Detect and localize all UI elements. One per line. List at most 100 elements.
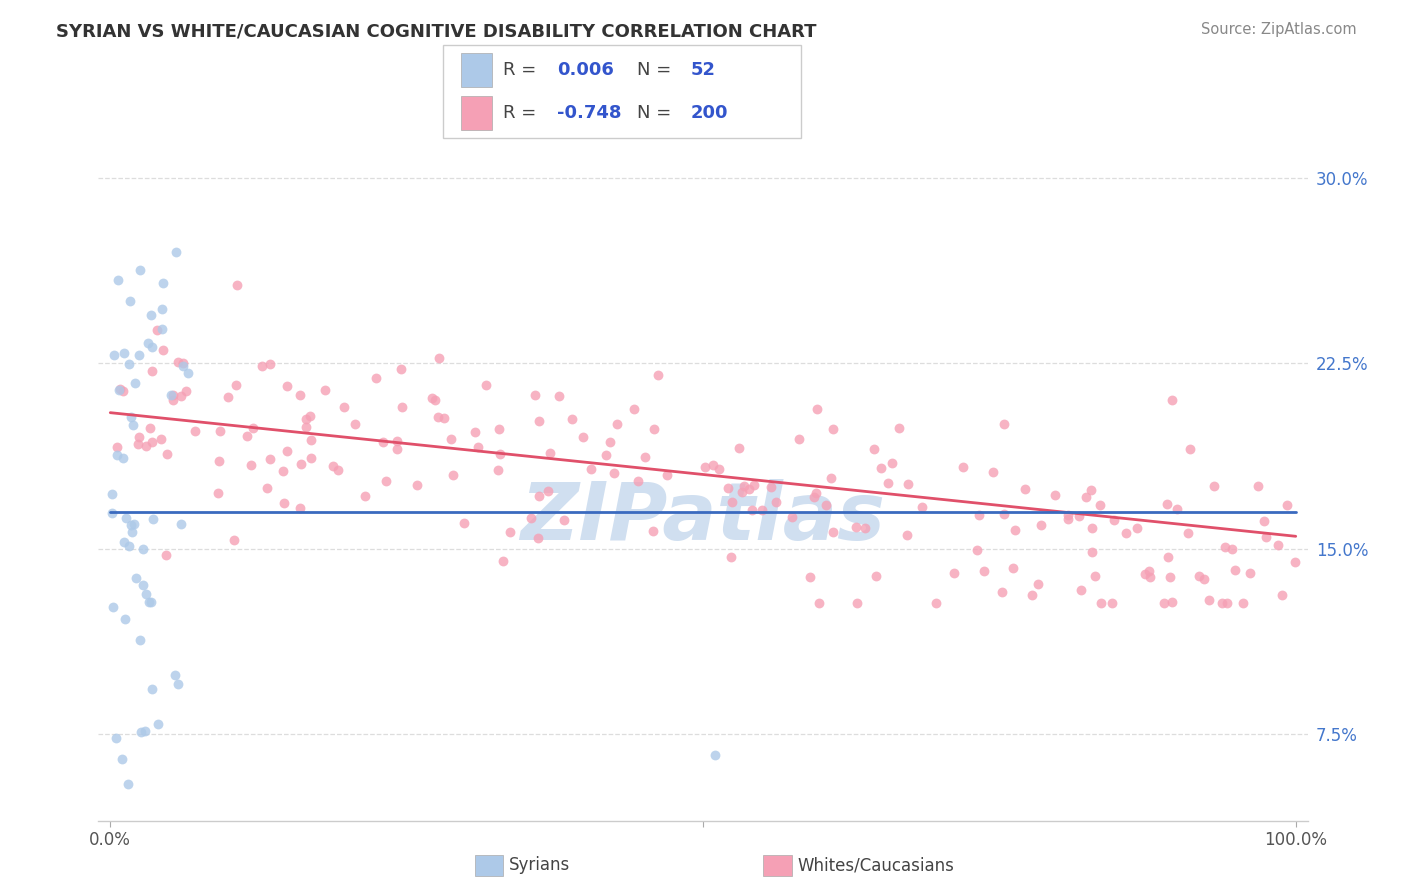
Point bbox=[128, 429, 150, 443]
Point bbox=[100, 506, 122, 520]
Point bbox=[127, 437, 149, 451]
Point bbox=[299, 434, 322, 448]
Point bbox=[273, 496, 295, 510]
Point bbox=[1239, 566, 1261, 581]
Point bbox=[250, 359, 273, 374]
Point bbox=[1157, 550, 1180, 565]
Point bbox=[527, 532, 550, 546]
Point bbox=[787, 432, 810, 446]
Point bbox=[156, 447, 179, 461]
Point bbox=[1153, 596, 1175, 610]
Point bbox=[1126, 521, 1149, 535]
Point bbox=[641, 524, 664, 539]
Point bbox=[103, 348, 125, 362]
Point bbox=[103, 599, 125, 614]
Point bbox=[572, 430, 595, 444]
Point bbox=[647, 368, 669, 383]
Point bbox=[1102, 513, 1125, 527]
Point bbox=[141, 308, 163, 322]
Point bbox=[150, 322, 173, 336]
Point bbox=[845, 520, 868, 534]
Point bbox=[112, 346, 135, 360]
Point bbox=[1115, 526, 1137, 541]
Point bbox=[107, 273, 129, 287]
Point bbox=[579, 461, 602, 475]
Point bbox=[1090, 596, 1112, 610]
Point bbox=[993, 507, 1015, 521]
Point bbox=[464, 425, 486, 440]
Point bbox=[162, 388, 184, 402]
Point bbox=[880, 456, 903, 470]
Point bbox=[207, 486, 229, 500]
Point bbox=[602, 467, 624, 481]
Point bbox=[1211, 596, 1233, 610]
Point bbox=[1271, 588, 1294, 602]
Point bbox=[208, 425, 231, 439]
Point bbox=[1081, 521, 1104, 535]
Point bbox=[139, 421, 162, 435]
Point bbox=[877, 475, 900, 490]
Point bbox=[328, 463, 350, 477]
Point bbox=[170, 517, 193, 532]
Point bbox=[117, 776, 139, 790]
Point bbox=[803, 490, 825, 504]
Point bbox=[1192, 572, 1215, 586]
Point bbox=[112, 451, 135, 466]
Text: SYRIAN VS WHITE/CAUCASIAN COGNITIVE DISABILITY CORRELATION CHART: SYRIAN VS WHITE/CAUCASIAN COGNITIVE DISA… bbox=[56, 22, 817, 40]
Point bbox=[1074, 490, 1097, 504]
Point bbox=[742, 477, 765, 491]
Point bbox=[224, 533, 246, 547]
Point bbox=[1177, 525, 1199, 540]
Point bbox=[741, 502, 763, 516]
Text: Source: ZipAtlas.com: Source: ZipAtlas.com bbox=[1201, 22, 1357, 37]
Point bbox=[1088, 498, 1111, 512]
Point bbox=[124, 376, 146, 390]
Point bbox=[721, 495, 744, 509]
Point bbox=[751, 503, 773, 517]
Text: -0.748: -0.748 bbox=[557, 104, 621, 122]
Point bbox=[152, 276, 174, 290]
Point bbox=[172, 356, 194, 370]
Point bbox=[118, 539, 141, 553]
Point bbox=[1284, 555, 1306, 569]
Point bbox=[105, 440, 128, 454]
Point bbox=[966, 542, 988, 557]
Point bbox=[1220, 541, 1243, 556]
Point bbox=[239, 458, 262, 472]
Point bbox=[391, 400, 413, 414]
Point bbox=[155, 549, 177, 563]
Point bbox=[165, 244, 187, 259]
Point bbox=[385, 442, 408, 456]
Point bbox=[475, 378, 498, 392]
Point bbox=[128, 348, 150, 362]
Point bbox=[799, 570, 821, 584]
Point bbox=[523, 388, 546, 402]
Point bbox=[242, 421, 264, 435]
Point bbox=[146, 716, 169, 731]
Point bbox=[111, 752, 134, 766]
Point bbox=[150, 432, 173, 446]
Point bbox=[108, 383, 131, 397]
Point bbox=[276, 443, 298, 458]
Point bbox=[1232, 596, 1254, 610]
Point bbox=[925, 596, 948, 610]
Point bbox=[129, 725, 152, 739]
Point bbox=[759, 479, 782, 493]
Point bbox=[1215, 540, 1237, 554]
Point bbox=[170, 389, 193, 403]
Point bbox=[440, 432, 463, 446]
Point bbox=[967, 508, 990, 522]
Point bbox=[150, 302, 173, 317]
Point bbox=[108, 382, 131, 396]
Point bbox=[1031, 518, 1053, 533]
Point bbox=[623, 401, 645, 416]
Point bbox=[993, 417, 1015, 431]
Point bbox=[174, 384, 197, 398]
Point bbox=[290, 500, 312, 515]
Point bbox=[124, 517, 146, 532]
Point bbox=[1139, 570, 1161, 584]
Point bbox=[138, 595, 160, 609]
Point bbox=[731, 484, 754, 499]
Point bbox=[1160, 595, 1182, 609]
Point bbox=[595, 448, 617, 462]
